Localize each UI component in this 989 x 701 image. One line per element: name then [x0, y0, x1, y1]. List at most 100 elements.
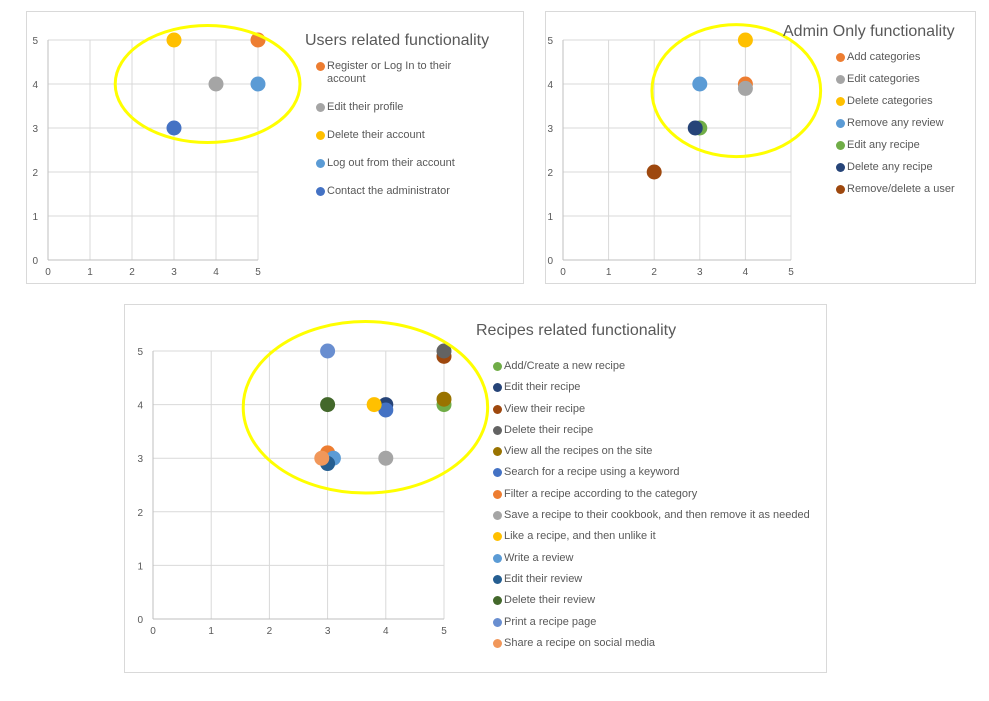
- legend-label: Write a review: [504, 551, 574, 564]
- legend-label: Delete their review: [504, 594, 596, 607]
- legend-swatch: [493, 638, 502, 648]
- x-tick-label: 5: [441, 626, 447, 637]
- data-point: [314, 450, 330, 466]
- chart-title: Admin Only functionality: [783, 23, 955, 40]
- legend-item: Save a recipe to their cookbook, and the…: [493, 509, 823, 522]
- legend-swatch: [836, 141, 845, 150]
- legend-label: Delete their account: [327, 129, 425, 141]
- x-tick-label: 0: [45, 267, 51, 278]
- legend-swatch: [836, 53, 845, 62]
- x-tick-label: 3: [171, 267, 177, 278]
- legend-label: Print a recipe page: [504, 615, 597, 628]
- data-point: [378, 450, 394, 466]
- legend-item: Delete their account: [316, 129, 476, 142]
- y-tick-label: 3: [137, 454, 143, 465]
- legend-item: Write a review: [493, 552, 823, 565]
- chart-title: Recipes related functionality: [476, 322, 677, 339]
- legend-swatch: [493, 447, 502, 457]
- chart-legend: Add categories Edit categories Delete ca…: [836, 51, 976, 205]
- legend-label: Search for a recipe using a keyword: [504, 466, 680, 479]
- legend-swatch: [493, 425, 502, 435]
- users-chart-panel: 0 1 2 3 4 5 0 1 2 3 4 5 Users related functionality…: [26, 11, 524, 284]
- legend-swatch: [493, 553, 502, 563]
- admin-chart-panel: 0 1 2 3 4 5 0 1 2 3 4 5 Admin Only functionality Ad…: [545, 11, 976, 284]
- legend-swatch: [836, 119, 845, 128]
- legend-label: Delete their recipe: [504, 423, 594, 436]
- legend-item: Edit their recipe: [493, 381, 823, 394]
- x-tick-label: 3: [697, 267, 703, 278]
- legend-label: Edit their profile: [327, 101, 404, 113]
- legend-swatch: [493, 596, 502, 606]
- legend-label: Edit their recipe: [504, 381, 581, 394]
- data-point: [250, 76, 266, 92]
- legend-label: Filter a recipe according to the categor…: [504, 487, 698, 500]
- x-tick-label: 0: [560, 267, 566, 278]
- legend-item: Filter a recipe according to the categor…: [493, 488, 823, 501]
- admin-scatter-plot: 0 1 2 3 4 5 0 1 2 3 4 5: [547, 23, 823, 278]
- legend-item: View all the recipes on the site: [493, 445, 823, 458]
- legend-swatch: [493, 489, 502, 499]
- y-tick-label: 2: [137, 508, 143, 519]
- x-tick-label: 1: [606, 267, 612, 278]
- highlight-ellipse: [113, 23, 302, 145]
- legend-item: Share a recipe on social media: [493, 637, 823, 650]
- legend-swatch: [316, 159, 325, 168]
- legend-label: Save a recipe to their cookbook, and the…: [504, 509, 810, 522]
- legend-label: Like a recipe, and then unlike it: [504, 530, 656, 543]
- highlight-ellipse: [650, 23, 823, 159]
- recipes-chart-panel: 0 1 2 3 4 5 0 1 2 3 4 5 Recipes related functionali…: [124, 304, 827, 673]
- legend-item: Add categories: [836, 51, 976, 64]
- y-tick-label: 2: [32, 168, 38, 179]
- legend-swatch: [493, 511, 502, 521]
- legend-label: Edit any recipe: [847, 139, 920, 151]
- y-tick-label: 5: [32, 36, 38, 47]
- y-tick-label: 0: [137, 615, 143, 626]
- x-tick-label: 1: [208, 626, 214, 637]
- legend-swatch: [316, 131, 325, 140]
- legend-item: Search for a recipe using a keyword: [493, 466, 823, 479]
- legend-swatch: [493, 468, 502, 478]
- y-tick-label: 1: [137, 561, 143, 572]
- legend-swatch: [316, 103, 325, 112]
- data-point: [320, 343, 336, 359]
- x-tick-label: 5: [255, 267, 261, 278]
- x-tick-label: 2: [651, 267, 657, 278]
- x-tick-label: 4: [213, 267, 219, 278]
- legend-label: View their recipe: [504, 402, 586, 415]
- legend-swatch: [836, 75, 845, 84]
- x-tick-label: 2: [129, 267, 135, 278]
- legend-label: Delete categories: [847, 95, 933, 107]
- legend-swatch: [316, 62, 325, 71]
- data-point: [320, 397, 336, 413]
- legend-swatch: [836, 185, 845, 194]
- y-tick-label: 4: [137, 401, 143, 412]
- x-tick-label: 4: [743, 267, 749, 278]
- legend-label: Share a recipe on social media: [504, 636, 656, 649]
- chart-title: Users related functionality: [305, 32, 490, 49]
- data-point: [692, 76, 708, 92]
- legend-label: Add categories: [847, 51, 921, 63]
- legend-item: Edit their profile: [316, 101, 476, 114]
- legend-item: Delete their recipe: [493, 424, 823, 437]
- legend-swatch: [493, 532, 502, 542]
- legend-label: Remove any review: [847, 117, 944, 129]
- legend-item: Delete their review: [493, 594, 823, 607]
- data-point: [366, 397, 382, 413]
- x-tick-label: 2: [267, 626, 273, 637]
- users-scatter-plot: 0 1 2 3 4 5 0 1 2 3 4 5: [32, 23, 302, 278]
- legend-swatch: [493, 404, 502, 414]
- y-tick-label: 0: [547, 256, 553, 267]
- y-tick-label: 2: [547, 168, 553, 179]
- legend-item: View their recipe: [493, 403, 823, 416]
- y-tick-label: 3: [32, 124, 38, 135]
- legend-swatch: [493, 574, 502, 584]
- legend-item: Edit categories: [836, 73, 976, 86]
- y-tick-label: 3: [547, 124, 553, 135]
- legend-label: Delete any recipe: [847, 161, 933, 173]
- data-point: [646, 164, 662, 180]
- data-point: [436, 343, 452, 359]
- legend-item: Edit any recipe: [836, 139, 976, 152]
- legend-swatch: [493, 383, 502, 393]
- legend-swatch: [493, 617, 502, 627]
- legend-swatch: [493, 362, 502, 371]
